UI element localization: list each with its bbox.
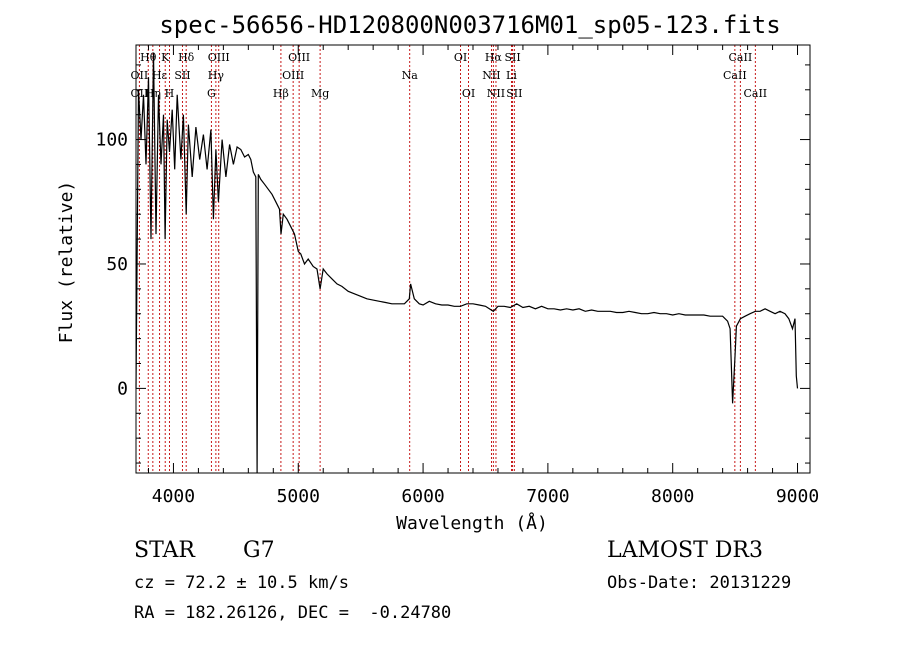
line-label: H [165,87,175,100]
line-label: G [207,87,216,100]
redshift-info: cz = 72.2 ± 10.5 km/s [134,573,349,593]
x-tick-label: 4000 [152,486,195,507]
survey-name: LAMOST DR3 [607,538,763,563]
line-label: Hα [485,51,503,64]
line-label: SII [174,69,190,82]
line-label: OIII [208,51,230,64]
line-label: SII [506,87,522,100]
line-label: NII [487,87,505,100]
line-label: K [161,51,170,64]
plot-frame [135,44,811,474]
x-tick-label: 7000 [526,486,569,507]
spectral-subclass: G7 [243,538,275,563]
line-label: OI [462,87,475,100]
x-tick-label: 6000 [401,486,444,507]
spectrum-line [135,52,799,474]
line-label: Hδ [178,51,195,64]
line-label: SII [504,51,520,64]
observation-date: Obs-Date: 20131229 [607,573,792,593]
line-label: Li [506,69,517,82]
y-tick-label: 100 [95,130,128,151]
y-tick-label: 0 [117,378,128,399]
x-tick-label: 8000 [651,486,694,507]
line-label: Hε [152,69,168,82]
x-axis: 4000 5000 6000 7000 8000 9000 [147,45,819,507]
line-label: OIII [282,69,304,82]
y-axis-label: Flux (relative) [56,181,77,344]
object-type: STAR [134,538,195,563]
line-label: Mg [311,87,329,100]
line-markers [138,45,756,473]
line-label: OII [131,69,149,82]
line-label: Hθ [140,51,157,64]
coordinates-info: RA = 182.26126, DEC = -0.24780 [134,603,452,623]
y-tick-label: 50 [106,254,128,275]
line-label: OIII [288,51,310,64]
chart-title: spec-56656-HD120800N003716M01_sp05-123.f… [159,11,780,39]
line-label: NII [482,69,500,82]
line-label: CaII [723,69,747,82]
line-label: OI [454,51,467,64]
line-label: Hγ [208,69,225,82]
x-axis-label: Wavelength (Å) [396,512,548,534]
line-label: CaII [743,87,767,100]
line-label: CaII [729,51,753,64]
x-tick-label: 9000 [776,486,819,507]
y-axis: 0 50 100 [95,64,810,464]
line-label: Hβ [273,87,289,100]
line-label: Na [402,69,419,82]
x-tick-label: 5000 [277,486,320,507]
